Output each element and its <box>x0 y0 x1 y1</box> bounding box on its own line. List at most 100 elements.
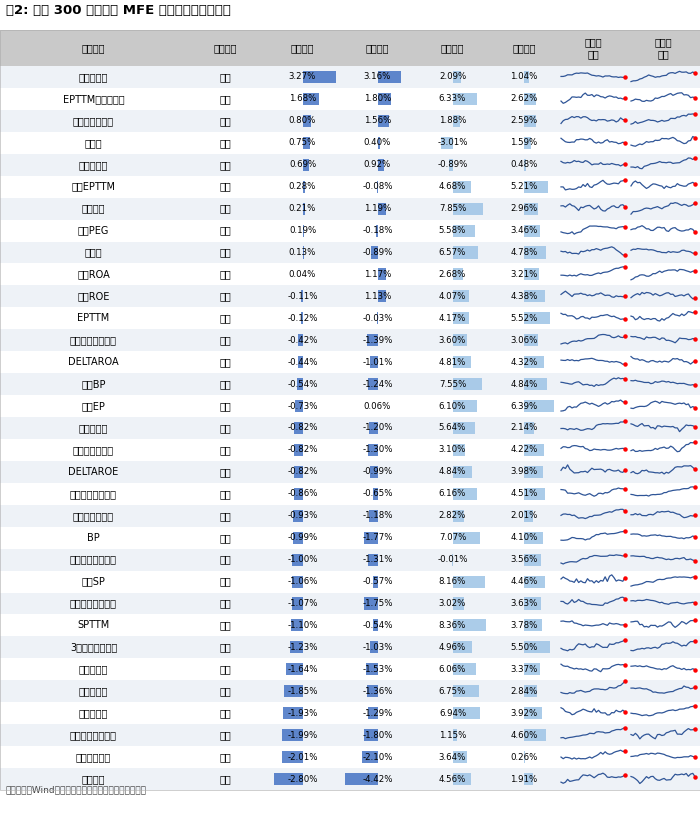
Bar <box>0 549 700 571</box>
Bar <box>0 658 700 681</box>
Bar <box>286 663 302 676</box>
Text: 4.84%: 4.84% <box>510 380 538 389</box>
Text: -0.82%: -0.82% <box>287 446 318 455</box>
Text: 2.96%: 2.96% <box>510 204 538 213</box>
Text: 近一年
趋势: 近一年 趋势 <box>584 37 602 59</box>
Text: 正向: 正向 <box>219 510 231 521</box>
Bar <box>452 510 463 522</box>
Text: 因子名称: 因子名称 <box>82 43 105 53</box>
Bar <box>524 312 550 324</box>
Bar <box>452 246 478 258</box>
Bar <box>452 224 475 236</box>
Bar <box>370 465 377 478</box>
Text: 正向: 正向 <box>219 730 231 740</box>
Text: 单季超预期幅度: 单季超预期幅度 <box>73 445 114 455</box>
Text: 0.13%: 0.13% <box>289 248 316 257</box>
Bar <box>377 290 386 303</box>
Text: 1.68%: 1.68% <box>289 94 316 103</box>
Bar <box>376 224 377 236</box>
Text: 3.63%: 3.63% <box>510 599 538 608</box>
Bar <box>365 597 377 609</box>
Text: 3个月盈利上下调: 3个月盈利上下调 <box>70 642 117 653</box>
Text: -0.18%: -0.18% <box>363 226 393 235</box>
Bar <box>274 773 302 785</box>
Bar <box>293 510 302 522</box>
Text: 最近一月: 最近一月 <box>365 43 389 53</box>
Text: 单季ROA: 单季ROA <box>77 269 110 280</box>
Text: EPTTM: EPTTM <box>78 313 110 323</box>
Bar <box>364 532 377 544</box>
Text: -2.10%: -2.10% <box>363 753 393 762</box>
Text: -0.54%: -0.54% <box>287 380 318 389</box>
Text: -1.31%: -1.31% <box>363 555 393 564</box>
Text: 标准化预期外收入: 标准化预期外收入 <box>70 730 117 740</box>
Text: 7.07%: 7.07% <box>439 533 466 542</box>
Text: 1.91%: 1.91% <box>510 775 538 784</box>
Text: -1.29%: -1.29% <box>363 708 393 717</box>
Text: 单季营收同比增速: 单季营收同比增速 <box>70 555 117 564</box>
Bar <box>0 768 700 790</box>
Bar <box>298 356 302 368</box>
Text: 0.69%: 0.69% <box>289 160 316 169</box>
Text: -0.93%: -0.93% <box>287 511 318 520</box>
Text: -0.08%: -0.08% <box>363 182 393 191</box>
Bar <box>524 335 538 346</box>
Bar <box>374 619 377 631</box>
Text: -0.44%: -0.44% <box>287 357 318 366</box>
Bar <box>0 330 700 351</box>
Bar <box>0 263 700 285</box>
Bar <box>452 312 469 324</box>
Text: 6.06%: 6.06% <box>439 665 466 674</box>
Text: 预期BP: 预期BP <box>81 379 106 389</box>
Bar <box>302 246 304 258</box>
Bar <box>524 685 538 697</box>
Bar <box>291 619 302 631</box>
Text: 正向: 正向 <box>219 94 231 104</box>
Text: 非流动性冲击: 非流动性冲击 <box>76 752 111 762</box>
Text: -2.80%: -2.80% <box>287 775 318 784</box>
Bar <box>295 400 302 412</box>
Bar <box>293 532 302 544</box>
Text: -2.01%: -2.01% <box>287 753 318 762</box>
Bar <box>0 636 700 658</box>
Text: 1.59%: 1.59% <box>510 138 538 147</box>
Bar <box>452 532 480 544</box>
Text: 3.16%: 3.16% <box>364 73 391 82</box>
Text: 1.04%: 1.04% <box>510 73 538 82</box>
Bar <box>0 614 700 636</box>
Text: 正向: 正向 <box>219 621 231 631</box>
Text: 0.21%: 0.21% <box>289 204 316 213</box>
Bar <box>524 422 534 434</box>
Text: -1.64%: -1.64% <box>287 665 318 674</box>
Bar <box>0 241 700 263</box>
Bar <box>364 729 377 741</box>
Bar <box>373 576 377 587</box>
Text: 正向: 正向 <box>219 204 231 213</box>
Text: 正向: 正向 <box>219 269 231 280</box>
Bar <box>302 115 311 127</box>
Text: 6.39%: 6.39% <box>510 402 538 411</box>
Text: 0.75%: 0.75% <box>289 138 316 147</box>
Bar <box>524 663 540 676</box>
Bar <box>0 66 700 88</box>
Bar <box>377 93 391 105</box>
Bar <box>524 510 533 522</box>
Bar <box>452 619 486 631</box>
Bar <box>0 176 700 198</box>
Text: -0.99%: -0.99% <box>363 467 393 476</box>
Bar <box>524 619 542 631</box>
Text: 单季净利同比增速: 单季净利同比增速 <box>70 599 117 609</box>
Bar <box>0 198 700 219</box>
Text: 正向: 正向 <box>219 752 231 762</box>
Bar <box>524 93 536 105</box>
Bar <box>294 488 302 500</box>
Text: 预期PEG: 预期PEG <box>78 226 109 236</box>
Text: -1.07%: -1.07% <box>287 599 318 608</box>
Bar <box>524 708 542 719</box>
Bar <box>524 268 539 281</box>
Bar <box>368 685 377 697</box>
Bar <box>524 773 533 785</box>
Text: 2.59%: 2.59% <box>510 116 538 125</box>
Text: 近十年
趋势: 近十年 趋势 <box>654 37 672 59</box>
Bar <box>452 576 484 587</box>
